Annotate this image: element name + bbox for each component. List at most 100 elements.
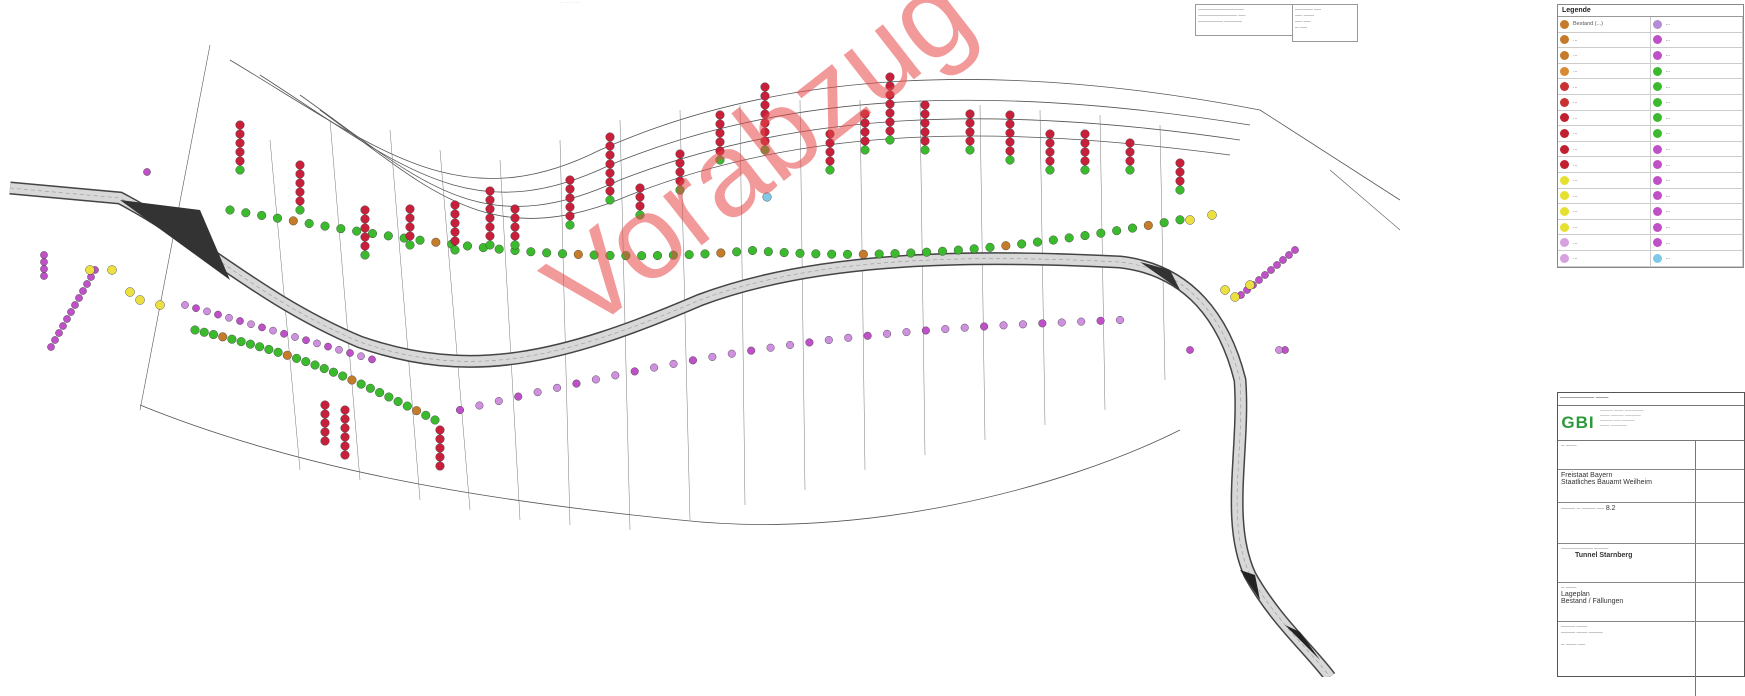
tree-marker [1261, 271, 1269, 279]
tree-marker [565, 175, 575, 185]
tree-marker [415, 235, 425, 245]
tree-marker [920, 109, 930, 119]
client-row: Freistaat Bayern Staatliches Bauamt Weil… [1558, 470, 1744, 503]
tree-marker [1255, 276, 1263, 284]
tree-marker [715, 119, 725, 129]
legend-item: ... [1650, 17, 1743, 33]
legend-item: ... [1650, 204, 1743, 220]
legend-label: ... [1573, 224, 1578, 231]
tree-marker [572, 379, 581, 388]
tree-marker [675, 158, 685, 168]
legend-label: ... [1573, 161, 1578, 168]
tree-marker [1005, 146, 1015, 156]
tree-marker [558, 249, 568, 259]
tree-marker [1285, 251, 1293, 259]
tree-marker [360, 205, 370, 215]
legend-symbol-icon [1560, 222, 1569, 232]
notes-box: ───────────── ─────────── ── ─────── ───── [1195, 4, 1293, 36]
tree-marker [902, 328, 911, 337]
tree-marker [199, 327, 209, 337]
tree-marker [860, 145, 870, 155]
tree-marker [727, 349, 736, 358]
tree-marker [1273, 261, 1281, 269]
tree-marker [236, 317, 244, 325]
tree-marker [605, 168, 615, 178]
legend-label: ... [1665, 68, 1671, 75]
tree-marker [960, 323, 969, 332]
tree-marker [450, 236, 460, 246]
tree-marker [760, 118, 770, 128]
tree-marker [885, 99, 895, 109]
tree-marker [883, 329, 892, 338]
tree-marker [565, 202, 575, 212]
tree-marker [605, 141, 615, 151]
tree-marker [1115, 316, 1124, 325]
tree-marker [324, 342, 332, 351]
legend-label: ... [1573, 177, 1578, 184]
tree-marker [1279, 256, 1287, 264]
legend-label: ... [1665, 99, 1671, 106]
legend-symbol-icon [1652, 113, 1662, 123]
plan-title: Lageplan [1561, 591, 1590, 598]
tree-marker [405, 204, 415, 214]
legend-item: ... [1558, 126, 1651, 142]
legend-label: Bestand (...) [1573, 21, 1603, 28]
tree-marker [450, 218, 460, 228]
tree-marker [920, 100, 930, 110]
legend-symbol-icon [1560, 66, 1569, 76]
tree-marker [941, 325, 950, 334]
legend-label: ... [1665, 255, 1671, 262]
legend-item: ... [1650, 250, 1743, 267]
legend-item: ... [1650, 172, 1743, 189]
tree-marker [1186, 346, 1194, 354]
tree-marker [405, 231, 415, 241]
tree-marker [1275, 346, 1283, 354]
plan-title-row: ─ ─── Lageplan Bestand / Fällungen [1558, 583, 1744, 622]
tree-marker [494, 244, 504, 254]
tree-marker [218, 332, 228, 342]
tree-marker [1175, 158, 1185, 168]
legend-label: ... [1665, 130, 1671, 137]
tree-marker [320, 221, 330, 231]
tree-marker [192, 304, 200, 313]
legend-label: ... [1573, 52, 1578, 59]
tree-marker [938, 246, 948, 256]
tree-marker [1125, 156, 1135, 166]
tree-marker [565, 220, 575, 230]
tree-marker [786, 341, 795, 350]
footer-row: ──── ─── ──── ─── ──── ─ ─── ── [1558, 622, 1744, 696]
tree-marker [375, 388, 385, 398]
tree-marker [214, 310, 222, 319]
tree-marker [1220, 285, 1230, 295]
tree-marker [715, 110, 725, 120]
tree-marker [360, 250, 370, 260]
tree-marker [412, 406, 422, 416]
tree-marker [1230, 292, 1240, 302]
tree-marker [1080, 231, 1090, 241]
legend-label: ... [1573, 130, 1578, 137]
tree-marker [533, 388, 542, 397]
legend-item: ... [1558, 110, 1651, 127]
tree-marker [965, 136, 975, 146]
tree-marker [1185, 215, 1195, 225]
tree-marker [920, 118, 930, 128]
tree-marker [589, 250, 599, 260]
tree-marker [63, 315, 71, 323]
tree-marker [825, 165, 835, 175]
legend-symbol-icon [1560, 50, 1569, 60]
project-title: Tunnel Starnberg [1575, 552, 1633, 559]
tree-marker [1005, 119, 1015, 129]
tree-marker [269, 326, 277, 335]
tree-marker [1038, 319, 1047, 328]
tree-marker [85, 265, 95, 275]
tree-marker [431, 237, 441, 247]
legend-item: ... [1650, 110, 1743, 127]
tree-marker [1045, 165, 1055, 175]
tree-marker [1175, 167, 1185, 177]
tree-marker [340, 450, 350, 460]
tree-marker [700, 249, 710, 259]
revision-rows: ─ ─── [1558, 441, 1744, 470]
tree-marker [1045, 156, 1055, 166]
tree-marker [748, 245, 758, 255]
legend-item: ... [1558, 79, 1651, 95]
